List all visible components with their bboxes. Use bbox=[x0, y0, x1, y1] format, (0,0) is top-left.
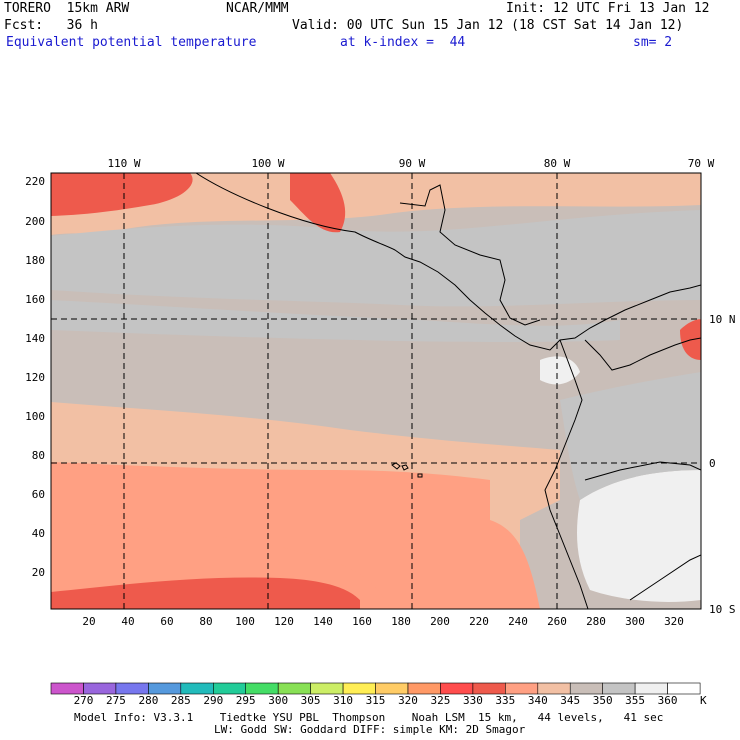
colorbar-label: 320 bbox=[398, 694, 418, 707]
colorbar-swatch bbox=[50, 682, 84, 695]
colorbar-label: 290 bbox=[203, 694, 223, 707]
field-shading bbox=[51, 173, 701, 609]
y-tick: 140 bbox=[25, 332, 45, 345]
colorbar-label: 280 bbox=[138, 694, 158, 707]
y-tick: 60 bbox=[32, 488, 45, 501]
colorbar-swatch bbox=[148, 682, 182, 695]
y-tick: 200 bbox=[25, 215, 45, 228]
y-axis-ticks: 220 200 180 160 140 120 100 80 60 40 20 bbox=[25, 175, 45, 579]
colorbar-label: 330 bbox=[463, 694, 483, 707]
colorbar-label: 315 bbox=[366, 694, 386, 707]
lon-label: 110 W bbox=[107, 157, 140, 170]
x-tick: 240 bbox=[508, 615, 528, 628]
y-tick: 120 bbox=[25, 371, 45, 384]
level-index: at k-index = 44 bbox=[340, 35, 466, 50]
colorbar-swatch bbox=[375, 682, 409, 695]
x-axis-ticks: 20 40 60 80 100 120 140 160 180 200 220 … bbox=[82, 615, 684, 628]
colorbar-labels: 270 275 280 285 290 295 300 305 310 315 320 325 330 3… bbox=[74, 694, 678, 707]
lon-label: 70 W bbox=[688, 157, 715, 170]
colorbar-label: 325 bbox=[430, 694, 450, 707]
colorbar-label: 335 bbox=[495, 694, 515, 707]
colorbar-swatch bbox=[245, 682, 279, 695]
lon-label: 100 W bbox=[251, 157, 284, 170]
coastlines bbox=[195, 173, 701, 609]
model-info: Model Info: V3.3.1 Tiedtke YSU PBL Thomp… bbox=[74, 711, 664, 724]
y-tick: 40 bbox=[32, 527, 45, 540]
colorbar-swatch bbox=[342, 682, 376, 695]
lon-label: 80 W bbox=[544, 157, 571, 170]
colorbar-label: 295 bbox=[236, 694, 256, 707]
x-tick: 180 bbox=[391, 615, 411, 628]
colorbar-swatch bbox=[440, 682, 474, 695]
colorbar-swatch bbox=[310, 682, 344, 695]
y-tick: 180 bbox=[25, 254, 45, 267]
colorbar-label: 275 bbox=[106, 694, 126, 707]
x-tick: 80 bbox=[199, 615, 212, 628]
colorbar-swatch bbox=[472, 682, 506, 695]
x-tick: 40 bbox=[121, 615, 134, 628]
colorbar-swatch bbox=[569, 682, 604, 695]
colorbar-swatch bbox=[277, 682, 312, 695]
colorbar-unit: K bbox=[700, 694, 707, 707]
forecast-hour: Fcst: 36 h bbox=[4, 18, 98, 33]
y-tick: 100 bbox=[25, 410, 45, 423]
colorbar-swatch bbox=[407, 682, 441, 695]
init-time: Init: 12 UTC Fri 13 Jan 12 bbox=[506, 1, 710, 16]
colorbar-label: 340 bbox=[528, 694, 548, 707]
colorbar-swatch bbox=[83, 682, 117, 695]
x-tick: 260 bbox=[547, 615, 567, 628]
colorbar-label: 360 bbox=[658, 694, 678, 707]
x-tick: 100 bbox=[235, 615, 255, 628]
lon-labels: 110 W 100 W 90 W 80 W 70 W bbox=[107, 157, 714, 170]
y-tick: 220 bbox=[25, 175, 45, 188]
colorbar-swatch bbox=[213, 682, 247, 695]
x-tick: 160 bbox=[352, 615, 372, 628]
colorbar-label: 350 bbox=[593, 694, 613, 707]
x-tick: 300 bbox=[625, 615, 645, 628]
x-tick: 280 bbox=[586, 615, 606, 628]
x-tick: 140 bbox=[313, 615, 333, 628]
lat-label: 10 S bbox=[709, 603, 736, 616]
lat-label: 10 N bbox=[709, 313, 736, 326]
lat-labels: 10 N 0 10 S bbox=[709, 313, 736, 616]
x-tick: 60 bbox=[160, 615, 173, 628]
colorbar-label: 300 bbox=[268, 694, 288, 707]
colorbar-swatch bbox=[667, 682, 701, 695]
y-tick: 20 bbox=[32, 566, 45, 579]
colorbar-swatch bbox=[634, 682, 668, 695]
x-tick: 120 bbox=[274, 615, 294, 628]
colorbar-label: 345 bbox=[560, 694, 580, 707]
colorbar-swatch bbox=[504, 682, 539, 695]
map-frame bbox=[50, 172, 702, 610]
lon-label: 90 W bbox=[399, 157, 426, 170]
x-tick: 20 bbox=[82, 615, 95, 628]
x-tick: 220 bbox=[469, 615, 489, 628]
colorbar-label: 310 bbox=[333, 694, 353, 707]
x-tick: 320 bbox=[664, 615, 684, 628]
x-tick: 200 bbox=[430, 615, 450, 628]
center-name: NCAR/MMM bbox=[226, 1, 289, 16]
lat-label: 0 bbox=[709, 457, 716, 470]
model-name: TORERO 15km ARW bbox=[4, 1, 130, 16]
colorbar-label: 285 bbox=[171, 694, 191, 707]
physics-info: LW: Godd SW: Goddard DIFF: simple KM: 2D… bbox=[214, 723, 526, 736]
smoothing: sm= 2 bbox=[633, 35, 673, 50]
colorbar-swatch bbox=[115, 682, 149, 695]
valid-time: Valid: 00 UTC Sun 15 Jan 12 (18 CST Sat … bbox=[292, 18, 684, 33]
colorbar-label: 305 bbox=[301, 694, 321, 707]
colorbar-label: 355 bbox=[625, 694, 645, 707]
colorbar-label: 270 bbox=[74, 694, 94, 707]
colorbar-swatch bbox=[180, 682, 214, 695]
colorbar-swatch bbox=[602, 682, 636, 695]
field-name: Equivalent potential temperature bbox=[6, 35, 257, 50]
graticule bbox=[51, 173, 701, 609]
y-tick: 160 bbox=[25, 293, 45, 306]
y-tick: 80 bbox=[32, 449, 45, 462]
colorbar-swatch bbox=[537, 682, 571, 695]
colorbar bbox=[50, 682, 701, 695]
